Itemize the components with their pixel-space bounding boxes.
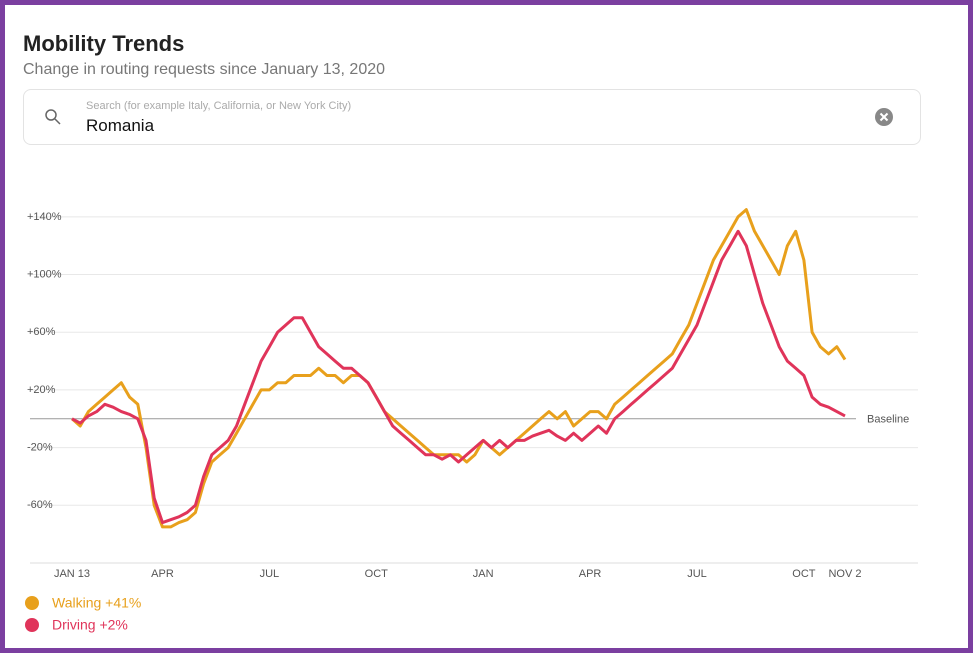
legend-label: Driving +2% bbox=[52, 617, 128, 633]
x-tick-label: OCT bbox=[365, 568, 389, 580]
title: Mobility Trends bbox=[23, 31, 185, 56]
series-line bbox=[71, 208, 847, 529]
series-line bbox=[71, 229, 846, 525]
search-placeholder: Search (for example Italy, California, o… bbox=[86, 100, 352, 112]
y-tick-label: -60% bbox=[27, 499, 53, 511]
x-tick-label: JUL bbox=[687, 568, 707, 580]
x-tick-label: JUL bbox=[260, 568, 280, 580]
legend-swatch bbox=[25, 618, 39, 632]
y-tick-label: +20% bbox=[27, 384, 56, 396]
search-icon bbox=[45, 109, 61, 125]
x-tick-label: NOV 2 bbox=[828, 568, 861, 580]
legend-swatch bbox=[25, 596, 39, 610]
clear-button[interactable] bbox=[874, 107, 894, 127]
subtitle: Change in routing requests since January… bbox=[23, 61, 386, 78]
search-value[interactable]: Romania bbox=[86, 116, 155, 135]
x-tick-label: OCT bbox=[792, 568, 816, 580]
baseline-label: Baseline bbox=[867, 414, 909, 426]
x-tick-label: JAN 13 bbox=[54, 568, 90, 580]
search-box[interactable]: Search (for example Italy, California, o… bbox=[23, 89, 921, 145]
y-tick-label: +140% bbox=[27, 211, 62, 223]
y-tick-label: -20% bbox=[27, 442, 53, 454]
x-tick-label: APR bbox=[579, 568, 602, 580]
x-tick-label: APR bbox=[151, 568, 174, 580]
y-tick-label: +100% bbox=[27, 268, 62, 280]
legend-label: Walking +41% bbox=[52, 595, 141, 611]
y-tick-label: +60% bbox=[27, 326, 56, 338]
x-tick-label: JAN bbox=[473, 568, 494, 580]
